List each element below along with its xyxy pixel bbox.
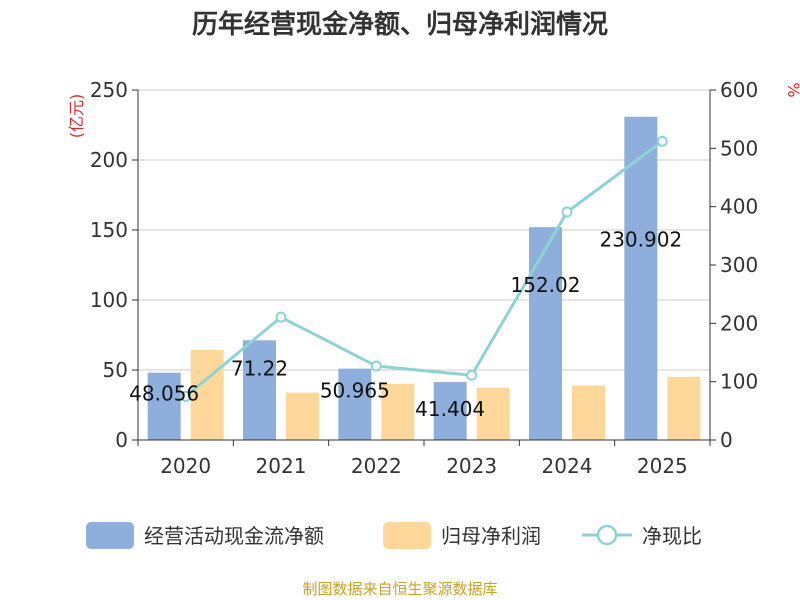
bar-operating-cashflow: [243, 340, 276, 440]
source-note: 制图数据来自恒生聚源数据库: [302, 580, 497, 598]
x-tick-label: 2023: [446, 454, 497, 478]
left-axis-unit: (亿元): [67, 94, 86, 139]
data-label-operating: 41.404: [415, 397, 485, 421]
right-tick-label: 100: [720, 370, 758, 394]
bar-operating-cashflow: [624, 116, 658, 441]
left-tick-label: 100: [90, 288, 128, 312]
x-tick-label: 2022: [351, 454, 402, 478]
legend-swatch-operating: [86, 522, 134, 549]
right-tick-label: 600: [720, 78, 758, 102]
bar-operating-cashflow: [529, 227, 562, 440]
ratio-point: [180, 390, 192, 402]
axes: 0 50 100 150 200 250 0 100 200 300 400 500 600 2020 20…: [90, 78, 758, 478]
x-tick-label: 2025: [637, 454, 688, 478]
bar-net-profit: [286, 392, 319, 440]
x-tick-label: 2024: [542, 454, 593, 478]
bar-operating-cashflow: [433, 382, 467, 440]
right-tick-label: 300: [720, 253, 758, 277]
data-label-operating: 230.902: [599, 228, 682, 252]
x-tick-label: 2021: [256, 454, 307, 478]
ratio-point: [466, 369, 478, 381]
right-tick-label: 200: [720, 311, 758, 335]
left-tick-label: 200: [90, 148, 128, 172]
right-tick-label: 400: [720, 195, 758, 219]
data-label-operating: 71.22: [231, 356, 288, 380]
right-axis-unit: %: [784, 82, 800, 97]
chart-title: 历年经营现金净额、归母净利润情况: [192, 9, 608, 40]
bar-net-profit: [572, 385, 605, 440]
ratio-point: [275, 311, 287, 323]
legend: 经营活动现金流净额 归母净利润 净现比: [86, 522, 702, 549]
ratio-line: [180, 135, 668, 402]
ratio-point: [370, 360, 382, 372]
ratio-point: [656, 135, 668, 147]
data-label-operating: 48.056: [129, 382, 199, 406]
bars: [147, 116, 701, 441]
right-tick-label: 0: [720, 428, 733, 452]
legend-label-operating: 经营活动现金流净额: [144, 524, 324, 548]
grid-lines: [138, 89, 710, 371]
legend-label-profit: 归母净利润: [441, 524, 541, 548]
left-tick-label: 150: [90, 218, 128, 242]
bar-operating-cashflow: [338, 368, 372, 440]
right-tick-label: 500: [720, 136, 758, 160]
ratio-line-path: [184, 140, 664, 398]
bar-net-profit: [476, 387, 510, 440]
legend-label-ratio: 净现比: [642, 524, 702, 548]
bar-net-profit: [381, 383, 415, 440]
legend-marker-ratio: [596, 524, 618, 546]
left-tick-label: 0: [115, 428, 128, 452]
left-tick-label: 250: [90, 78, 128, 102]
data-label-operating: 152.02: [511, 273, 581, 297]
ratio-point: [561, 206, 573, 218]
left-tick-label: 50: [103, 358, 128, 382]
legend-swatch-profit: [383, 522, 431, 549]
data-labels: 48.056 71.22 50.965 41.404 152.02 230.902: [129, 228, 682, 421]
bar-net-profit: [667, 376, 701, 440]
bar-operating-cashflow: [147, 372, 181, 440]
bar-net-profit: [190, 349, 224, 440]
data-label-operating: 50.965: [320, 379, 390, 403]
x-tick-label: 2020: [160, 454, 211, 478]
